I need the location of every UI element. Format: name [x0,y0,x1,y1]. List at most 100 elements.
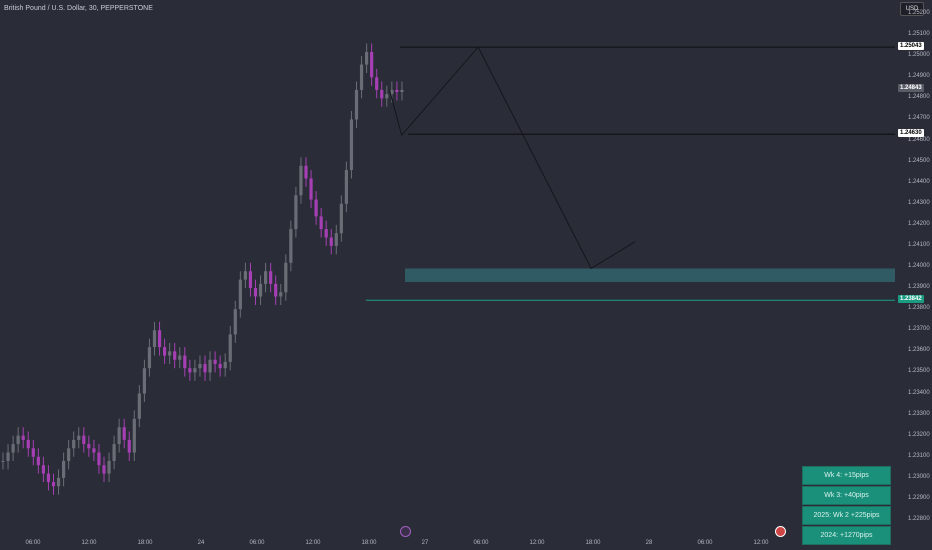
candle-body [62,460,66,478]
candle-body [269,271,273,284]
candle-body [390,89,394,95]
candle-body [385,94,389,99]
price-tick: 1.23000 [908,473,930,480]
candle-body [87,444,91,449]
price-tick: 1.23600 [908,347,930,354]
price-tick: 1.22900 [908,494,930,501]
candle-body [395,89,399,93]
price-tick: 1.25200 [908,10,930,16]
candle-body [92,448,96,453]
candle-body [82,435,86,445]
candle-body [168,351,172,356]
candle-body [41,465,45,474]
candle-body [77,435,81,440]
candle-body [258,283,263,297]
time-tick: 12:00 [529,540,545,546]
price-tick: 1.25100 [908,31,930,38]
candle-body [178,355,182,360]
symbol-title[interactable]: British Pound / U.S. Dollar, 30, PEPPERS… [4,5,153,12]
candle-body [173,351,177,360]
price-tick: 1.24900 [908,73,930,80]
candle-body [127,439,131,453]
candle-body [137,393,141,419]
candle-body [233,309,237,335]
candle-body [31,448,35,457]
candle-body [203,363,207,373]
candle-body [183,355,187,369]
pips-stat: 2024: +1270pips [802,526,891,545]
price-tick: 1.23800 [908,305,930,312]
time-tick: 06:00 [697,540,713,546]
time-tick: 06:00 [473,540,489,546]
price-label: 1.23842 [898,295,924,304]
candle-body [344,170,348,204]
price-tick: 1.24600 [908,136,930,143]
price-tick: 1.23900 [908,284,930,291]
price-chart[interactable] [0,0,895,537]
price-tick: 1.23700 [908,326,930,333]
candle-body [218,363,222,369]
candle-body [102,465,106,474]
candle-body [36,456,40,466]
candle-body [329,237,333,246]
time-tick: 27 [421,540,429,546]
candle-body [349,119,354,171]
pips-stats-panel: Wk 4: +15pips Wk 3: +40pips 2025: Wk 2 +22… [802,466,891,546]
candle-body [359,64,364,90]
price-tick: 1.24500 [908,157,930,164]
candle-body [163,347,167,356]
price-tick: 1.22800 [908,516,930,522]
time-tick: 06:00 [249,540,265,546]
candle-body [375,77,379,90]
candle-body [198,363,202,369]
candle-body [319,216,323,230]
candle-body [223,361,227,369]
candle-body [370,51,374,78]
candle-body [264,271,268,284]
pips-stat: 2025: Wk 2 +225pips [802,506,891,525]
price-tick: 1.24100 [908,241,930,248]
candle-body [188,368,192,373]
candle-body [213,359,217,364]
candle-body [16,435,20,445]
candle-body [26,439,30,449]
price-label: 1.24843 [898,84,924,93]
candle-body [279,292,283,297]
candle-body [56,477,61,487]
candle-body [67,448,71,461]
time-tick: 12:00 [305,540,321,546]
time-tick: 18:00 [585,540,601,546]
currency-button[interactable]: USD [900,2,924,16]
candle-body [365,51,369,65]
candle-body [304,165,308,179]
time-tick: 12:00 [753,540,769,546]
event-flag-icon[interactable] [400,526,411,537]
time-tick: 06:00 [25,540,41,546]
candle-body [21,435,25,440]
price-label: 1.24630 [898,129,924,138]
candle-body [314,199,318,217]
price-tick: 1.24000 [908,263,930,269]
price-tick: 1.23300 [908,410,930,417]
candle-body [157,330,162,348]
price-tick: 1.23100 [908,452,930,459]
candle-body [132,418,136,453]
candle-body [299,165,303,196]
time-tick: 24 [197,540,205,546]
target-zone [405,268,895,282]
candle-body [324,229,328,238]
price-tick: 1.24400 [908,178,930,185]
pips-stat: Wk 3: +40pips [802,486,891,505]
flag-icon[interactable] [775,526,786,537]
candle-body [380,89,384,99]
time-tick: 28 [645,540,653,546]
candle-body [339,203,343,234]
candle-body [193,368,197,373]
candle-body [253,288,258,297]
candle-body [243,271,247,280]
price-tick: 1.23400 [908,389,930,396]
price-tick: 1.24700 [908,115,930,122]
candle-body [122,427,126,440]
candle-body [228,334,232,362]
candle-body [1,460,5,462]
